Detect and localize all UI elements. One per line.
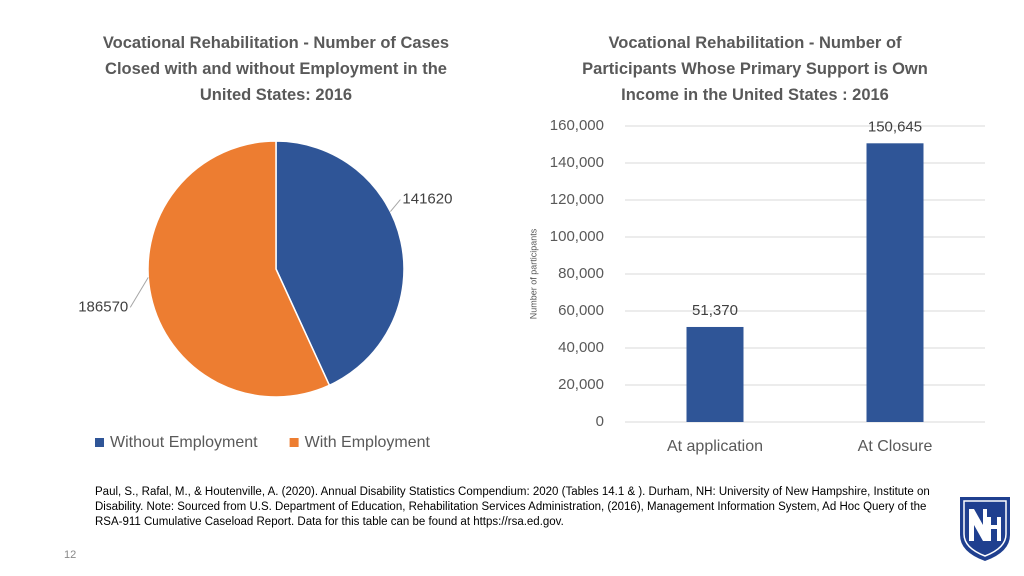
y-tick-label: 60,000 [558,302,604,319]
y-tick-label: 160,000 [550,117,604,134]
y-tick-label: 0 [596,413,604,430]
legend-label: With Employment [305,434,431,451]
logo [960,497,1010,561]
bar [686,326,744,422]
data-label: 51,370 [692,302,738,319]
data-label: 150,645 [868,118,922,135]
y-tick-label: 20,000 [558,376,604,393]
x-tick-label: At application [667,438,763,455]
page-number: 12 [64,549,77,561]
leader-line [390,199,401,212]
y-axis-label: Number of participants [528,228,538,319]
y-tick-label: 140,000 [550,154,604,171]
y-tick-label: 80,000 [558,265,604,282]
leader-line [129,277,149,308]
chart-title: Vocational Rehabilitation - Number of Ca… [102,34,450,104]
data-label: 141620 [402,191,452,208]
footnote: Paul, S., Rafal, M., & Houtenville, A. (… [95,486,930,528]
y-tick-label: 120,000 [550,191,604,208]
bar [866,143,924,422]
legend-label: Without Employment [110,434,258,451]
chart-title: Vocational Rehabilitation - Number of Pa… [582,34,928,104]
legend-swatch [95,438,104,447]
pie-slice [147,140,331,398]
legend-swatch [289,438,299,447]
y-tick-label: 40,000 [558,339,604,356]
x-tick-label: At Closure [858,438,933,455]
data-label: 186570 [78,298,128,315]
pie-slice [275,140,405,387]
y-tick-label: 100,000 [550,228,604,245]
